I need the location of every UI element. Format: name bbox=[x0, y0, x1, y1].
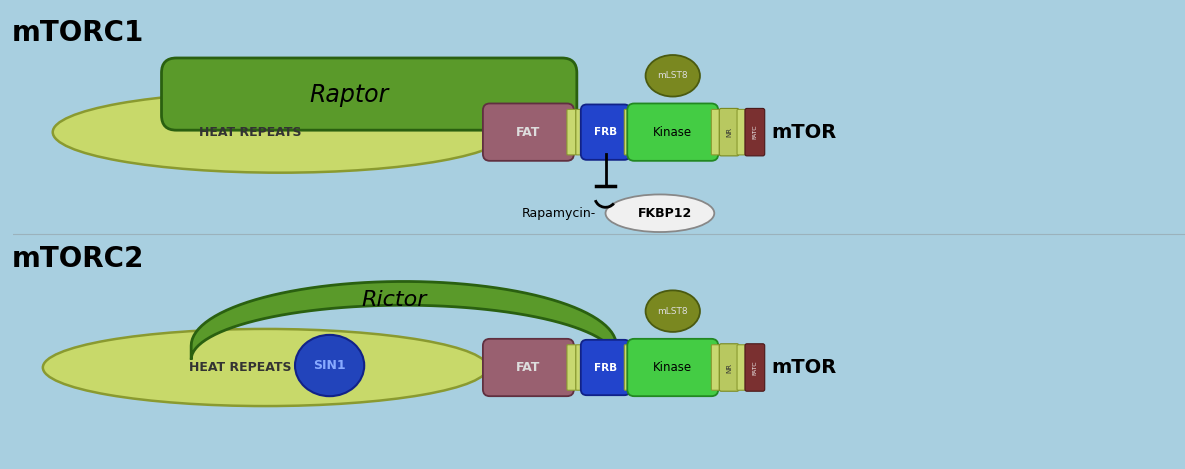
Text: HEAT REPEATS: HEAT REPEATS bbox=[190, 361, 292, 374]
Ellipse shape bbox=[295, 335, 364, 396]
Text: mTOR: mTOR bbox=[771, 123, 837, 142]
Text: FATC: FATC bbox=[752, 125, 757, 139]
FancyBboxPatch shape bbox=[566, 109, 576, 155]
FancyBboxPatch shape bbox=[745, 344, 764, 391]
Text: SIN1: SIN1 bbox=[313, 359, 346, 372]
Text: HEAT REPEATS: HEAT REPEATS bbox=[199, 126, 302, 139]
Polygon shape bbox=[191, 281, 616, 360]
FancyBboxPatch shape bbox=[483, 339, 574, 396]
Polygon shape bbox=[493, 73, 562, 152]
FancyBboxPatch shape bbox=[627, 339, 718, 396]
FancyBboxPatch shape bbox=[719, 344, 739, 391]
Text: Rapamycin-: Rapamycin- bbox=[521, 207, 596, 220]
Text: NR: NR bbox=[726, 127, 732, 137]
Text: mTORC2: mTORC2 bbox=[12, 245, 143, 273]
Text: FRB: FRB bbox=[594, 127, 617, 137]
FancyBboxPatch shape bbox=[566, 345, 576, 390]
Text: FATC: FATC bbox=[752, 360, 757, 375]
Text: FAT: FAT bbox=[517, 361, 540, 374]
Text: FAT: FAT bbox=[517, 126, 540, 139]
Ellipse shape bbox=[606, 195, 715, 232]
FancyBboxPatch shape bbox=[576, 345, 584, 390]
FancyBboxPatch shape bbox=[576, 109, 584, 155]
FancyBboxPatch shape bbox=[581, 340, 630, 395]
Text: Kinase: Kinase bbox=[653, 126, 692, 139]
Text: mLST8: mLST8 bbox=[658, 307, 688, 316]
Text: mTORC1: mTORC1 bbox=[12, 19, 143, 47]
FancyBboxPatch shape bbox=[624, 109, 633, 155]
Text: mTOR: mTOR bbox=[771, 358, 837, 377]
Text: mLST8: mLST8 bbox=[658, 71, 688, 80]
FancyBboxPatch shape bbox=[719, 108, 739, 156]
FancyBboxPatch shape bbox=[711, 345, 720, 390]
Ellipse shape bbox=[646, 55, 700, 97]
FancyBboxPatch shape bbox=[711, 109, 720, 155]
Ellipse shape bbox=[646, 290, 700, 332]
Text: FRB: FRB bbox=[594, 363, 617, 372]
FancyBboxPatch shape bbox=[737, 345, 745, 390]
FancyBboxPatch shape bbox=[161, 58, 577, 130]
Text: Kinase: Kinase bbox=[653, 361, 692, 374]
FancyBboxPatch shape bbox=[624, 345, 633, 390]
FancyBboxPatch shape bbox=[737, 109, 745, 155]
Text: Raptor: Raptor bbox=[309, 83, 389, 106]
Text: NR: NR bbox=[726, 363, 732, 372]
FancyBboxPatch shape bbox=[627, 104, 718, 161]
Text: Rictor: Rictor bbox=[361, 290, 427, 310]
FancyBboxPatch shape bbox=[483, 104, 574, 161]
FancyBboxPatch shape bbox=[745, 108, 764, 156]
FancyBboxPatch shape bbox=[581, 105, 630, 160]
Text: FKBP12: FKBP12 bbox=[638, 207, 692, 220]
Ellipse shape bbox=[43, 329, 488, 406]
Ellipse shape bbox=[52, 91, 507, 173]
